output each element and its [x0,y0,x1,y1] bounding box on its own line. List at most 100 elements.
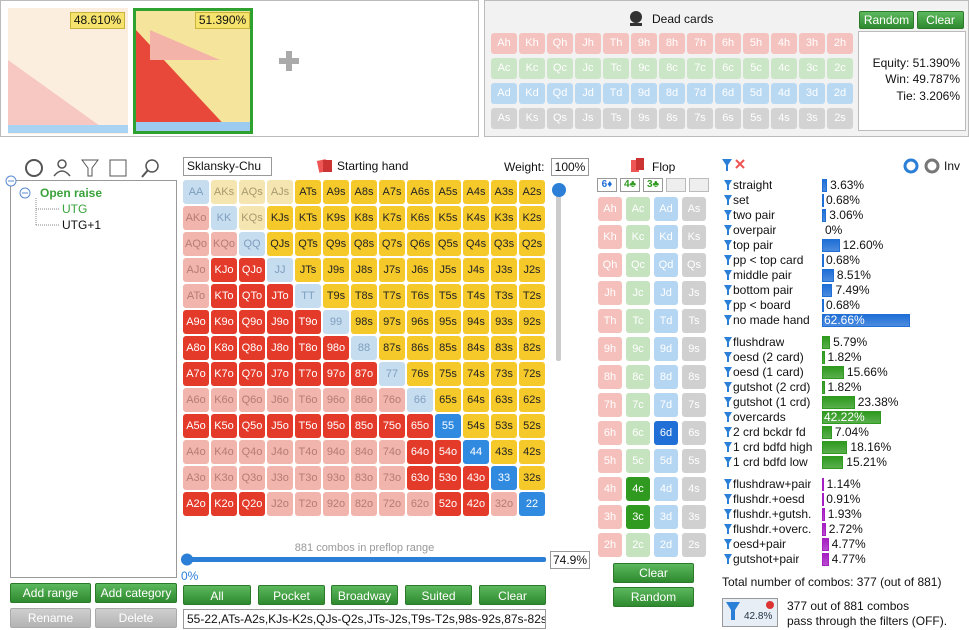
flop-card[interactable]: Qc [626,253,650,277]
dead-card[interactable]: As [491,108,517,129]
hand-cell[interactable]: QJo [239,258,265,282]
row-filter-icon[interactable] [723,381,733,393]
weight-input[interactable]: 100% [551,158,589,176]
flop-card[interactable]: 3c [626,505,650,529]
row-filter-icon[interactable] [723,396,733,408]
hand-cell[interactable]: 84o [351,440,377,464]
hand-cell[interactable]: T7o [295,362,321,386]
dead-card[interactable]: 6d [715,83,741,104]
hand-cell[interactable]: 33 [491,466,517,490]
hand-cell[interactable]: 96o [323,388,349,412]
dead-card[interactable]: 5c [743,58,769,79]
hand-cell[interactable]: 64s [463,388,489,412]
clear-button[interactable]: Clear [917,11,964,29]
hand-cell[interactable]: 72s [519,362,545,386]
dead-card[interactable]: 9d [631,83,657,104]
hand-cell[interactable]: QJs [267,232,293,256]
hand-cell[interactable]: Q3s [491,232,517,256]
flop-card[interactable]: 5d [654,449,678,473]
hand-cell[interactable]: 43s [491,440,517,464]
flop-card[interactable]: As [682,197,706,221]
dead-card[interactable]: 8s [659,108,685,129]
tree-item[interactable]: UTG [62,202,88,216]
hand-cell[interactable]: K8s [351,206,377,230]
flop-card[interactable]: 2c [626,533,650,557]
hand-cell[interactable]: KTs [295,206,321,230]
flop-card[interactable]: 2s [682,533,706,557]
flop-card[interactable]: Qd [654,253,678,277]
hand-cell[interactable]: Q2o [239,492,265,516]
row-filter-icon[interactable] [723,366,733,378]
hand-cell[interactable]: 86s [407,336,433,360]
rename-button[interactable]: Rename [10,608,91,628]
hand-cell[interactable]: A8o [183,336,209,360]
hand-cell[interactable]: AKo [183,206,209,230]
row-filter-icon[interactable] [723,478,733,490]
hand-cell[interactable]: 74o [379,440,405,464]
hand-cell[interactable]: A7o [183,362,209,386]
flop-card[interactable]: Kc [626,225,650,249]
hand-cell[interactable]: T4o [295,440,321,464]
hand-cell[interactable]: 73o [379,466,405,490]
dead-card[interactable]: Kc [519,58,545,79]
hand-cell[interactable]: 42s [519,440,545,464]
hand-cell[interactable]: KJo [211,258,237,282]
dead-card[interactable]: Qd [547,83,573,104]
hand-cell[interactable]: 54s [463,414,489,438]
hand-cell[interactable]: 74s [463,362,489,386]
flop-card[interactable]: 4c [626,477,650,501]
row-filter-icon[interactable] [723,269,733,281]
tree-item[interactable]: UTG+1 [62,218,102,232]
dead-card[interactable]: 4d [771,83,797,104]
flop-card[interactable]: 2d [654,533,678,557]
hand-cell[interactable]: 44 [463,440,489,464]
hand-cell[interactable]: 92s [519,310,545,334]
dead-card[interactable]: 8d [659,83,685,104]
dead-card[interactable]: Kd [519,83,545,104]
hand-cell[interactable]: 52o [435,492,461,516]
hand-cell[interactable]: A2s [519,180,545,204]
hand-cell[interactable]: 97s [379,310,405,334]
row-filter-icon[interactable] [723,336,733,348]
hand-cell[interactable]: 53o [435,466,461,490]
flop-card[interactable]: Ad [654,197,678,221]
dead-card[interactable]: 3d [799,83,825,104]
hand-cell[interactable]: A5s [435,180,461,204]
hand-cell[interactable]: K2o [211,492,237,516]
tree-root[interactable]: Open raise [40,186,103,200]
hand-cell[interactable]: 82o [351,492,377,516]
hand-cell[interactable]: 94o [323,440,349,464]
hand-cell[interactable]: 42o [463,492,489,516]
hand-cell[interactable]: AJo [183,258,209,282]
hand-cell[interactable]: 53s [491,414,517,438]
dead-card[interactable]: 7d [687,83,713,104]
flop-card[interactable]: Kd [654,225,678,249]
hand-cell[interactable]: 93o [323,466,349,490]
hand-cell[interactable]: KK [211,206,237,230]
dead-card[interactable]: Jc [575,58,601,79]
hand-cell[interactable]: 52s [519,414,545,438]
horizontal-slider[interactable] [180,553,550,567]
flop-card[interactable]: 5s [682,449,706,473]
dead-card[interactable]: Ah [491,33,517,54]
dead-card[interactable]: 4h [771,33,797,54]
row-filter-icon[interactable] [723,194,733,206]
dead-card[interactable]: 5h [743,33,769,54]
hand-cell[interactable]: J6s [407,258,433,282]
dead-card[interactable]: 8c [659,58,685,79]
hand-cell[interactable]: Q4s [463,232,489,256]
hand-cell[interactable]: A4s [463,180,489,204]
flop-card[interactable]: 9c [626,337,650,361]
row-filter-icon[interactable] [723,224,733,236]
hand-cell[interactable]: 98s [351,310,377,334]
dead-card[interactable]: Ac [491,58,517,79]
flop-card[interactable]: Ac [626,197,650,221]
hand-cell[interactable]: 75o [379,414,405,438]
range-button[interactable]: Broadway [331,585,398,605]
hand-cell[interactable]: 62s [519,388,545,412]
dead-card[interactable]: 7s [687,108,713,129]
hand-cell[interactable]: ATs [295,180,321,204]
flop-card[interactable]: 9s [682,337,706,361]
flop-card[interactable]: 8h [598,365,622,389]
hand-cell[interactable]: 22 [519,492,545,516]
